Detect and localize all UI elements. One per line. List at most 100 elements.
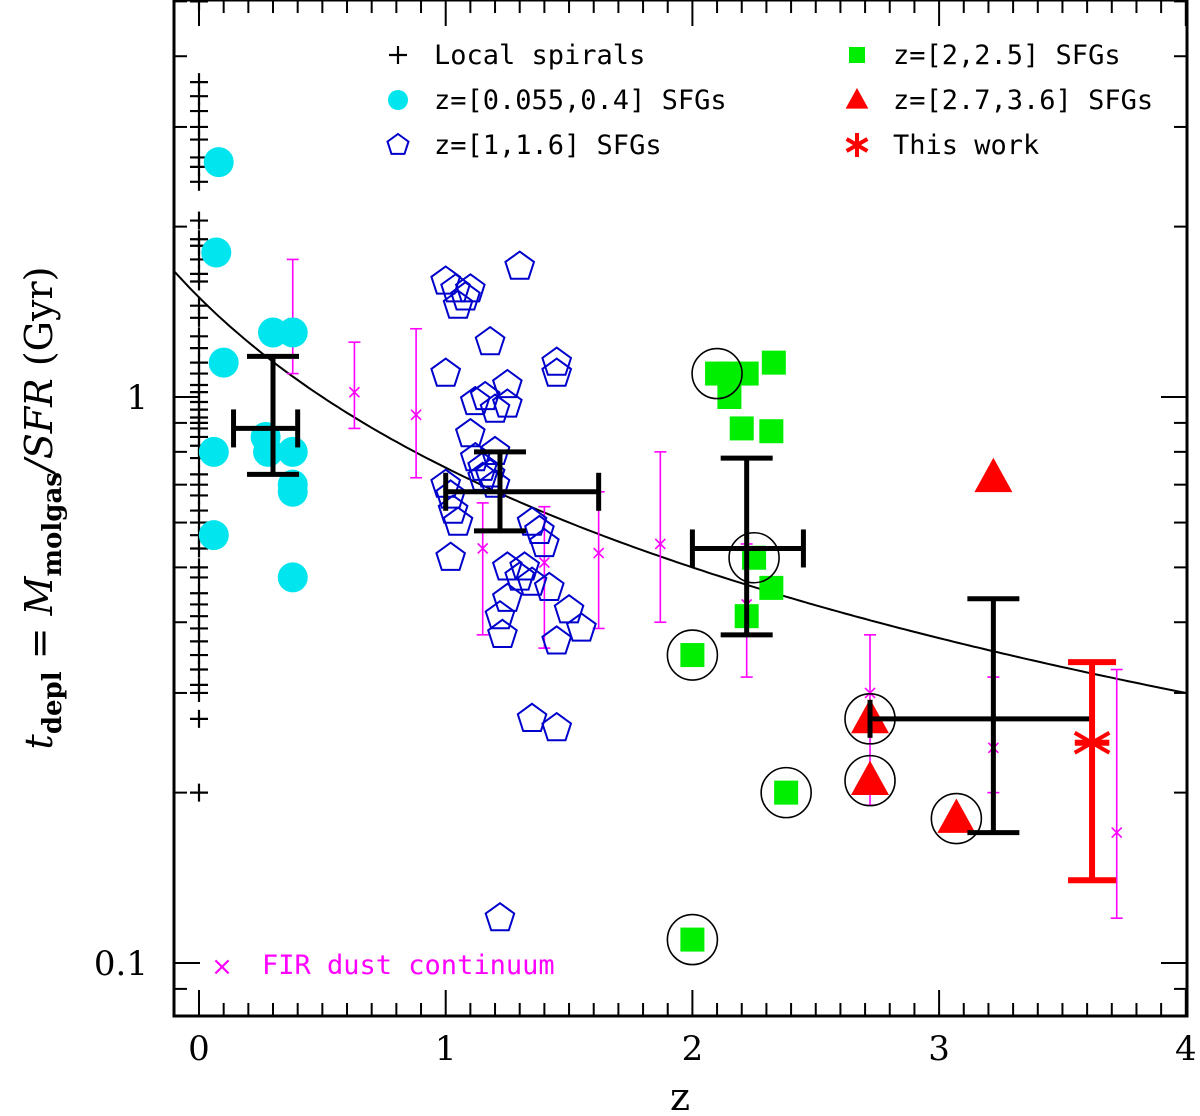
trend-curve-line (173, 270, 1186, 694)
point-pentagon (541, 346, 573, 376)
point-square (759, 575, 784, 600)
point-plus (190, 0, 208, 11)
point-plus (190, 539, 208, 558)
point-pentagon (467, 451, 499, 481)
fir-annotation-label: FIR dust continuum (262, 950, 555, 981)
legend-label: Local spirals (434, 40, 645, 71)
legend-marker-square (849, 47, 865, 63)
point-circle (198, 436, 229, 467)
point-circle (203, 147, 234, 178)
axis-ticks (173, 0, 1187, 1016)
legend-marker-circle (388, 90, 408, 110)
point-pentagon (442, 506, 474, 536)
point-pentagon (479, 393, 511, 423)
binned-mean (443, 449, 602, 534)
point-plus (190, 130, 208, 149)
legend: Local spirals z=[0.055,0.4] SFGs z=[1,1.6]… (386, 40, 1153, 161)
legend-marker-asterisk (845, 133, 869, 157)
point-pentagon (484, 901, 516, 932)
circled-marker (844, 754, 896, 807)
point-pentagon (487, 618, 518, 648)
point-triangle (937, 798, 976, 833)
point-pentagon (442, 289, 474, 319)
legend-item: z=[1,1.6] SFGs (386, 130, 662, 161)
point-pentagon (516, 506, 548, 536)
point-circle (198, 520, 229, 551)
fir-series (286, 258, 1123, 919)
point-circle (277, 317, 308, 348)
point-pentagon (459, 385, 491, 416)
point-plus (190, 272, 208, 291)
x-tick-label: 2 (682, 1029, 704, 1069)
x-tick-label: 0 (188, 1029, 210, 1069)
fir-point (1110, 668, 1123, 919)
legend-label: z=[1,1.6] SFGs (434, 130, 662, 161)
y-axis-m: M (17, 575, 61, 616)
point-square (729, 416, 754, 441)
point-plus (190, 486, 208, 505)
point-pentagon (435, 479, 467, 509)
y-axis-title: tdepl = Mmolgas/SFR (Gyr) (17, 267, 68, 750)
point-pentagon (435, 541, 467, 571)
point-circle (253, 436, 284, 467)
x-tick-label: 4 (1175, 1029, 1197, 1069)
point-square (734, 361, 759, 386)
trend-curve (173, 270, 1186, 694)
point-plus (190, 172, 208, 191)
point-pentagon (524, 514, 555, 544)
circled-marker (691, 347, 743, 400)
point-square (759, 419, 784, 444)
point-triangle (851, 760, 889, 795)
y-axis-eq: = (17, 615, 61, 671)
point-circle (201, 237, 232, 268)
circled-marker (728, 531, 780, 584)
point-pentagon (491, 368, 523, 399)
this-work-point (1068, 659, 1117, 884)
point-pentagon (504, 561, 536, 591)
binned-mean (231, 353, 301, 477)
point-circle (208, 347, 239, 378)
point-plus (190, 683, 208, 702)
plot-frame (172, 0, 1189, 1018)
fir-point (654, 451, 667, 624)
point-circle (277, 562, 308, 593)
circled-marker (930, 792, 983, 845)
legend-label: z=[0.055,0.4] SFGs (434, 85, 727, 116)
point-pentagon (516, 702, 548, 732)
fir-point (410, 327, 423, 479)
point-pentagon (450, 281, 481, 311)
circled-marker (760, 766, 812, 819)
point-pentagon (504, 250, 536, 280)
point-pentagon (509, 551, 541, 581)
point-pentagon (541, 625, 573, 655)
legend-item: z=[2.7,3.6] SFGs (845, 85, 1153, 116)
point-plus (190, 783, 208, 802)
point-plus (190, 308, 208, 327)
legend-item: Local spirals (389, 40, 645, 71)
point-pentagon (491, 582, 523, 612)
point-pentagon (541, 357, 573, 387)
point-pentagon (479, 468, 511, 498)
legend-label: This work (893, 130, 1039, 161)
legend-item: This work (845, 130, 1039, 161)
point-plus (190, 660, 208, 679)
x-tick-label: 3 (928, 1029, 950, 1069)
point-pentagon (541, 711, 573, 742)
fir-annotation-marker: × (211, 952, 233, 982)
y-axis-t: t (17, 733, 61, 749)
circled-marker (666, 629, 719, 681)
point-pentagon (474, 325, 506, 356)
binned-mean (689, 455, 806, 638)
binned-mean (867, 596, 1095, 836)
point-pentagon (533, 571, 565, 601)
fir-point (592, 490, 605, 630)
axis-tick-labels: 0 1 2 3 4 1 0.1 (94, 378, 1197, 1069)
fir-point (348, 341, 361, 430)
point-pentagon (454, 417, 486, 448)
point-square (761, 350, 786, 375)
point-pentagon (484, 599, 516, 630)
point-pentagon (454, 273, 486, 303)
y-axis-m-sub: molgas (38, 472, 68, 576)
legend-label: z=[2,2.5] SFGs (893, 40, 1121, 71)
